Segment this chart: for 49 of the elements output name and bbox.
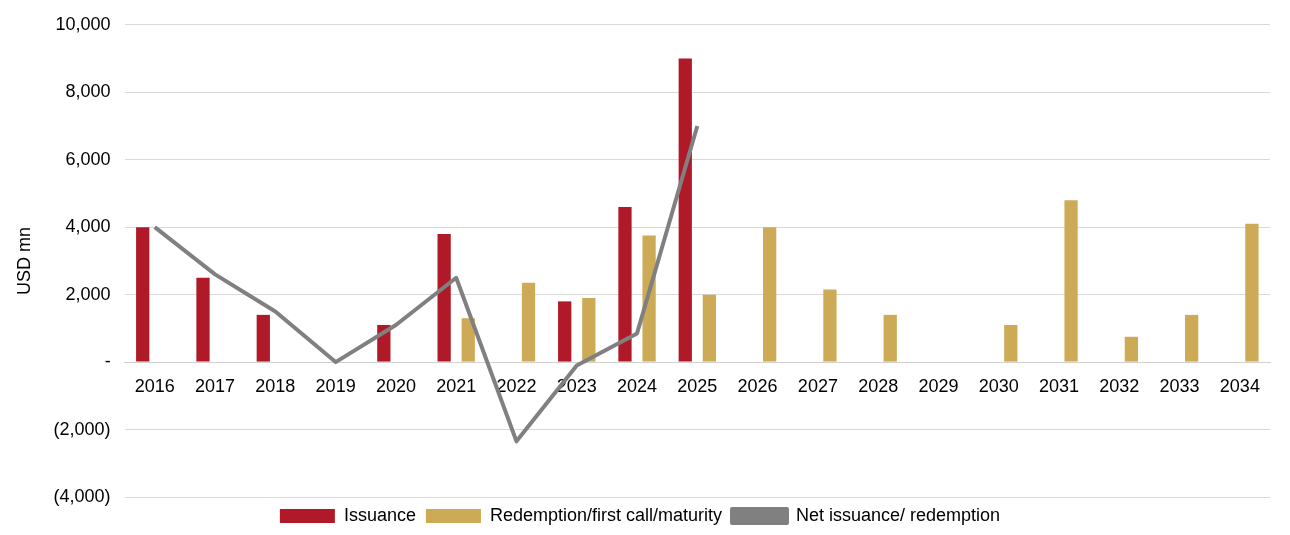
x-tick-label: 2028 (858, 375, 899, 396)
bar (558, 301, 572, 362)
bar (136, 227, 150, 362)
y-tick-label: 6,000 (65, 148, 111, 169)
bar (437, 233, 451, 362)
bar (461, 318, 475, 362)
bar (196, 277, 210, 362)
y-axis-title: USD mn (13, 226, 34, 295)
y-tick-label: (2,000) (53, 418, 111, 439)
bar (1124, 336, 1138, 362)
bar (763, 227, 777, 362)
x-tick-label: 2031 (1038, 375, 1080, 396)
x-tick-label: 2024 (617, 375, 658, 396)
x-tick-label: 2025 (677, 375, 718, 396)
x-tick-label: 2030 (978, 375, 1019, 396)
legend-label: Issuance (343, 504, 416, 525)
x-tick-label: 2016 (134, 375, 175, 396)
y-tick-label: 10,000 (55, 13, 111, 34)
legend-label: Redemption/first call/maturity (489, 504, 723, 525)
y-tick-label: - (104, 351, 111, 372)
x-tick-label: 2021 (436, 375, 477, 396)
x-tick-label: 2032 (1099, 375, 1140, 396)
legend-label: Net issuance/ redemption (796, 504, 1001, 525)
x-tick-label: 2026 (737, 375, 778, 396)
bar (1064, 200, 1078, 362)
x-tick-label: 2020 (375, 375, 416, 396)
y-tick-label: 8,000 (65, 81, 111, 102)
bar (1185, 314, 1199, 362)
bar (521, 282, 536, 362)
bar (883, 314, 897, 362)
x-tick-label: 2027 (797, 375, 838, 396)
x-tick-label: 2029 (918, 375, 959, 396)
bar (1004, 324, 1018, 362)
x-tick-label: 2017 (195, 375, 236, 396)
x-tick-label: 2018 (255, 375, 296, 396)
x-tick-label: 2034 (1219, 375, 1260, 396)
bar (823, 289, 837, 362)
y-tick-label: (4,000) (53, 485, 111, 506)
bar (702, 294, 716, 362)
x-tick-label: 2022 (496, 375, 537, 396)
x-tick-label: 2033 (1159, 375, 1200, 396)
x-tick-label: 2019 (315, 375, 356, 396)
y-tick-label: 4,000 (65, 216, 111, 237)
bar (582, 298, 596, 362)
bar (618, 206, 632, 362)
y-tick-label: 2,000 (65, 283, 111, 304)
bar (256, 314, 270, 362)
bar (678, 58, 692, 362)
bar (1245, 223, 1259, 362)
